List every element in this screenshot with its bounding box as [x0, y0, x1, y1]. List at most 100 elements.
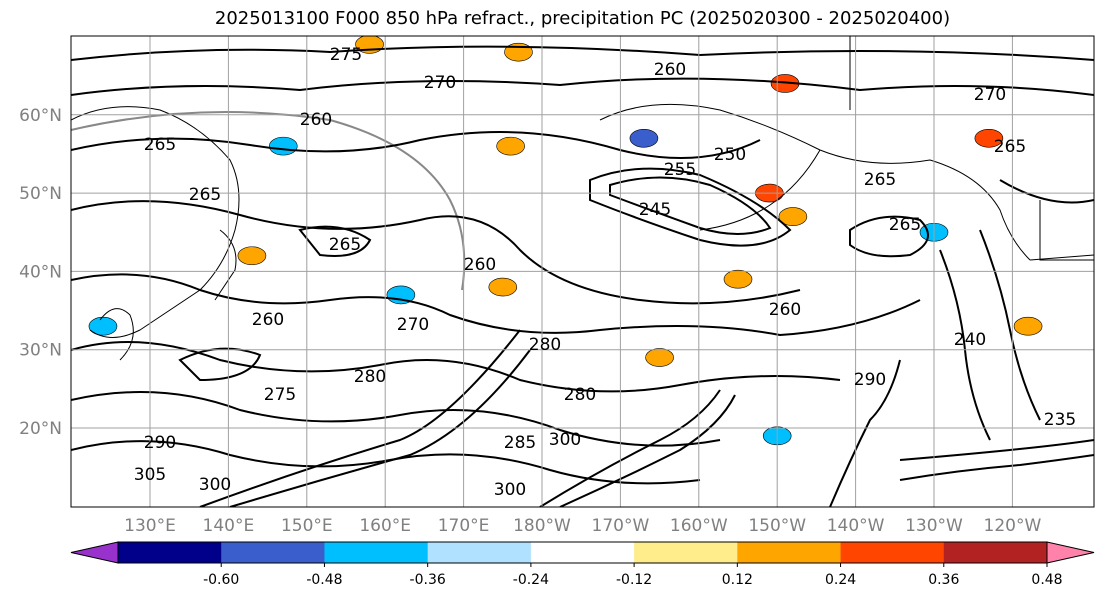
- latitude-label: 30°N: [19, 341, 62, 361]
- colorbar-tick-label: 0.12: [722, 572, 753, 588]
- colorbar: [70, 541, 1095, 564]
- contour-label: 280: [529, 335, 561, 355]
- contour-label: 285: [504, 433, 536, 453]
- contour-label: 280: [354, 367, 386, 387]
- contour-line: [559, 394, 736, 507]
- contour-label: 305: [134, 465, 166, 485]
- contour-label: 240: [954, 330, 986, 350]
- colorbar-tick-label: -0.24: [513, 572, 549, 588]
- contour-label: 260: [769, 300, 801, 320]
- colorbar-tick-label: 0.36: [928, 572, 959, 588]
- contour-line: [71, 391, 721, 447]
- coastline: [1029, 254, 1094, 261]
- longitude-labels: 130°E 140°E 150°E 160°E 170°E 180°W 170°W 160°W…: [124, 516, 1041, 536]
- longitude-label: 150°E: [281, 516, 333, 536]
- contour-label: 265: [144, 135, 176, 155]
- colorbar-tick-label: -0.60: [203, 572, 239, 588]
- contour-line: [979, 229, 1041, 421]
- contour-label: 280: [564, 385, 596, 405]
- coastline: [699, 149, 821, 231]
- contour-label: 260: [252, 310, 284, 330]
- colorbar-segment: [221, 542, 325, 563]
- contour-label: 265: [889, 215, 921, 235]
- precipitation-patch: [496, 136, 525, 156]
- colorbar-segment: [118, 542, 222, 563]
- coastline: [214, 229, 237, 301]
- contour-label: 290: [144, 433, 176, 453]
- contour-label: 290: [854, 370, 886, 390]
- colorbar-extend-low: [70, 541, 119, 564]
- longitude-label: 150°W: [748, 516, 806, 536]
- contour-label: 265: [994, 137, 1026, 157]
- precipitation-patch: [629, 128, 659, 148]
- contour-label: 245: [639, 200, 671, 220]
- contour-line: [999, 179, 1094, 204]
- coastline: [1039, 200, 1094, 261]
- colorbar-segment: [737, 542, 842, 563]
- contour-label: 260: [654, 60, 686, 80]
- precipitation-patch: [778, 207, 808, 226]
- contour-label: 265: [864, 170, 896, 190]
- contour-line: [178, 347, 262, 382]
- map-title: 2025013100 F000 850 hPa refract., precip…: [214, 8, 951, 29]
- colorbar-segment: [840, 542, 945, 563]
- precipitation-patch: [723, 269, 753, 289]
- coastlines: [71, 36, 1094, 361]
- latitude-label: 20°N: [19, 419, 62, 439]
- contour-label: 270: [397, 315, 429, 335]
- colorbar-segment: [530, 542, 635, 563]
- contour-line: [609, 176, 772, 235]
- longitude-label: 160°E: [359, 516, 411, 536]
- latitude-label: 40°N: [19, 262, 62, 282]
- contour-line: [71, 273, 921, 337]
- colorbar-tick-label: -0.48: [306, 572, 342, 588]
- contour-label: 265: [329, 235, 361, 255]
- contour-line: [71, 200, 801, 305]
- precipitation-patch: [488, 277, 518, 297]
- contour-label: 275: [264, 385, 296, 405]
- precipitation-patch: [645, 348, 674, 367]
- longitude-label: 130°E: [124, 516, 176, 536]
- dateline-boundary: [71, 111, 466, 291]
- contour-label: 260: [464, 255, 496, 275]
- contour-line: [199, 329, 521, 507]
- precipitation-patch: [974, 128, 1004, 148]
- contour-label: 275: [330, 45, 362, 65]
- latitude-labels: 60°N 50°N 40°N 30°N 20°N: [19, 106, 62, 439]
- longitude-label: 170°E: [438, 516, 490, 536]
- longitude-label: 130°W: [905, 516, 963, 536]
- latitude-label: 50°N: [19, 184, 62, 204]
- colorbar-segment: [324, 542, 429, 563]
- contour-label: 300: [549, 430, 581, 450]
- longitude-label: 140°E: [203, 516, 255, 536]
- colorbar-extend-high: [1046, 541, 1095, 564]
- contour-label: 300: [199, 475, 231, 495]
- longitude-label: 140°W: [827, 516, 885, 536]
- graticule: [71, 36, 1094, 507]
- colorbar-segment: [943, 542, 1048, 563]
- colorbar-tick-label: -0.12: [616, 572, 652, 588]
- latitude-label: 60°N: [19, 106, 62, 126]
- map-frame: [70, 35, 1095, 508]
- precipitation-patch: [237, 246, 267, 266]
- longitude-label: 160°W: [670, 516, 728, 536]
- contour-line: [71, 77, 1094, 96]
- longitude-label: 170°W: [592, 516, 650, 536]
- contour-line: [229, 349, 531, 507]
- longitude-label: 180°W: [513, 516, 571, 536]
- contour-line: [539, 389, 721, 507]
- coastline: [71, 106, 240, 338]
- colorbar-tick-label: 0.48: [1031, 572, 1062, 588]
- longitude-label: 120°W: [984, 516, 1042, 536]
- coastline: [599, 103, 1031, 261]
- contour-line: [899, 454, 1094, 481]
- coastline: [99, 308, 134, 361]
- colorbar-segment: [634, 542, 738, 563]
- contour-line: [71, 45, 1094, 61]
- colorbar-segment: [427, 542, 532, 563]
- contour-label: 250: [714, 145, 746, 165]
- colorbar-frame: [117, 541, 1048, 564]
- contour-line: [298, 225, 372, 257]
- contour-label: 260: [300, 110, 332, 130]
